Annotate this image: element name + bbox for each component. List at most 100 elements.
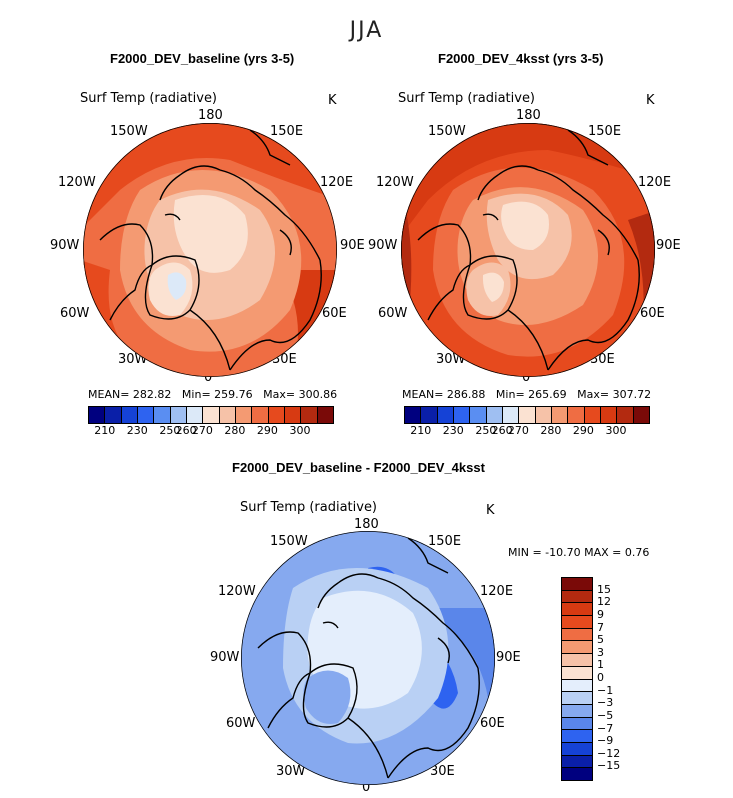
- panel2-unit: K: [646, 93, 655, 108]
- panel1-colorbar-swatch: [186, 407, 204, 423]
- panel2-colorbar-swatch: [421, 407, 438, 423]
- panel2-colorbar-tick: 270: [507, 424, 529, 437]
- diff-lon-90e: 90E: [496, 650, 521, 665]
- panel2-field-hot: [401, 123, 655, 240]
- diff-colorbar-swatch: [562, 717, 592, 731]
- panel1-field-greenland-core: [167, 272, 187, 300]
- panel2-colorbar-swatch: [568, 407, 585, 423]
- panel1-field-pole: [173, 195, 248, 273]
- panel2-colorbar-swatch: [584, 407, 601, 423]
- panel2-colorbar-swatch: [405, 407, 422, 423]
- panel1-lon-120e: 120E: [320, 175, 354, 190]
- panel1-mean-value: 282.82: [132, 388, 172, 401]
- panel2-lon-90e: 90E: [656, 238, 681, 253]
- diff-colorbar-swatch: [562, 654, 592, 667]
- panel2-mean-label: MEAN=: [402, 388, 444, 401]
- panel1-colorbar-tick: 260: [175, 424, 197, 437]
- diff-colorbar-swatch: [562, 666, 592, 680]
- panel1-stats: MEAN= 282.82 Min= 259.76 Max= 300.86: [88, 388, 337, 401]
- panel1-colorbar-swatch: [105, 407, 122, 423]
- panel1-colorbar-swatch: [219, 407, 236, 423]
- panel1-colorbar-swatch: [170, 407, 187, 423]
- diff-lon-0: 0: [362, 780, 371, 795]
- panel2-lon-150w: 150W: [428, 124, 466, 139]
- diff-colorbar-swatch: [562, 616, 592, 629]
- panel1-min-label: Min=: [181, 388, 211, 401]
- panel2-colorbar-ticks: 210 230 250 260 270 280 290 300: [404, 424, 648, 440]
- panel2-min-label: Min=: [495, 388, 525, 401]
- panel2-colorbar-swatch: [437, 407, 454, 423]
- diff-colorbar-swatch: [562, 679, 592, 693]
- diff-colorbar-swatch: [562, 768, 592, 780]
- diff-colorbar-swatch: [562, 755, 592, 769]
- diff-colorbar-tick: −9: [597, 734, 614, 748]
- diff-colorbar-tick: −1: [597, 683, 614, 697]
- panel1-title: F2000_DEV_baseline (yrs 3-5): [110, 51, 295, 66]
- panel2-colorbar-swatch: [453, 407, 471, 423]
- panel1-polar-map: [83, 123, 337, 377]
- panel2-colorbar-swatch: [519, 407, 536, 423]
- panel1-colorbar-swatch: [284, 407, 302, 423]
- panel2-lon-60w: 60W: [378, 306, 408, 321]
- diff-colorbar-swatch: [562, 742, 592, 756]
- diff-polar-map: [241, 531, 495, 785]
- panel2-variable: Surf Temp (radiative): [398, 91, 536, 106]
- panel1-colorbar-swatch: [121, 407, 138, 423]
- panel1-field-hot: [83, 123, 337, 230]
- diff-colorbar-swatch: [562, 590, 592, 604]
- diff-colorbar-tick: 15: [597, 582, 611, 596]
- panel2-field-greenland-core: [482, 272, 504, 302]
- diff-colorbar-tick: 7: [597, 620, 604, 634]
- panel1-colorbar-tick: 280: [224, 424, 246, 437]
- panel2-title: F2000_DEV_4ksst (yrs 3-5): [438, 51, 604, 66]
- diff-variable: Surf Temp (radiative): [240, 500, 378, 515]
- diff-colorbar-tick: −12: [597, 746, 621, 760]
- panel1-colorbar-swatch: [235, 407, 253, 423]
- diff-colorbar-tick: −15: [597, 759, 621, 773]
- diff-colorbar-tick: 3: [597, 645, 604, 659]
- panel2-colorbar-swatch: [502, 407, 520, 423]
- panel1-colorbar-swatch: [89, 407, 106, 423]
- panel1-colorbar-tick: 300: [289, 424, 311, 437]
- diff-lon-30e: 30E: [430, 764, 455, 779]
- season-title: JJA: [349, 18, 384, 43]
- diff-colorbar-swatch: [562, 578, 592, 591]
- panel1-colorbar-tick: 250: [159, 424, 181, 437]
- panel1-colorbar-tick: 270: [191, 424, 213, 437]
- panel2-lon-120w: 120W: [376, 175, 414, 190]
- diff-lon-30w: 30W: [276, 764, 306, 779]
- panel1-lon-90w: 90W: [50, 238, 80, 253]
- panel2-polar-map: [401, 123, 655, 377]
- diff-colorbar-swatch: [562, 730, 592, 743]
- panel2-colorbar: [404, 406, 650, 424]
- panel2-min-value: 265.69: [528, 388, 567, 401]
- panel1-lon-90e: 90E: [340, 238, 365, 253]
- diff-lon-60w: 60W: [226, 716, 256, 731]
- diff-lon-120w: 120W: [218, 584, 256, 599]
- panel1-min-value: 259.76: [214, 388, 253, 401]
- diff-colorbar-swatch: [562, 704, 592, 718]
- diff-field-greenland: [303, 670, 351, 724]
- panel1-lon-60w: 60W: [60, 306, 90, 321]
- panel1-variable: Surf Temp (radiative): [80, 91, 218, 106]
- panel1-colorbar-swatch: [317, 407, 333, 423]
- panel1-max-value: 300.86: [298, 388, 338, 401]
- panel1-lon-120w: 120W: [58, 175, 96, 190]
- panel2-lon-0: 0: [522, 370, 531, 385]
- panel2-lon-60e: 60E: [640, 306, 665, 321]
- panel1-lon-0: 0: [204, 370, 213, 385]
- panel1-lon-150w: 150W: [110, 124, 148, 139]
- diff-colorbar-swatch: [562, 641, 592, 655]
- diff-colorbar-tick: 0: [597, 671, 604, 684]
- panel1-colorbar-tick: 210: [94, 424, 116, 437]
- panel1-colorbar-swatch: [301, 407, 318, 423]
- diff-colorbar-ticks: 15 12 9 7 5 3 1 0 −1 −3 −5 −7 −9 −12 −15: [597, 577, 637, 779]
- panel1-lon-150e: 150E: [270, 124, 304, 139]
- panel2-colorbar-tick: 300: [605, 424, 627, 437]
- panel2-stats: MEAN= 286.88 Min= 265.69 Max= 307.72: [402, 388, 651, 401]
- panel1-colorbar-swatch: [203, 407, 220, 423]
- diff-minmax: MIN = -10.70 MAX = 0.76: [508, 546, 650, 559]
- panel2-colorbar-tick: 210: [410, 424, 432, 437]
- panel2-colorbar-swatch: [617, 407, 634, 423]
- diff-colorbar-tick: 5: [597, 633, 604, 647]
